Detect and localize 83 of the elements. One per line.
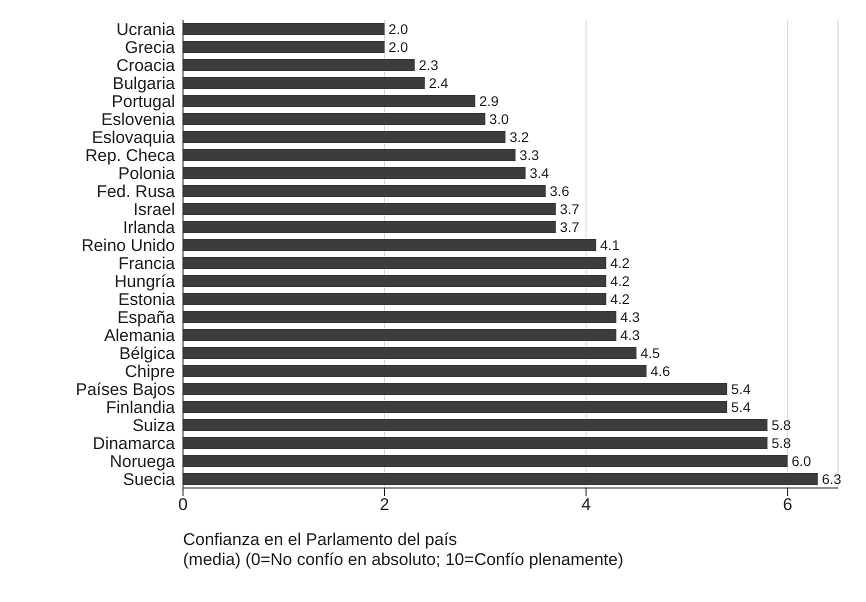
data-label: 4.3: [620, 326, 640, 343]
data-label: 3.7: [560, 218, 580, 235]
data-label: 4.3: [620, 308, 640, 325]
bar: [183, 401, 728, 413]
bar: [183, 95, 476, 107]
x-axis-title: Confianza en el Parlamento del país (media) (0=No confío en absoluto; 10=Confío plenamente): [183, 530, 624, 570]
data-label: 2.9: [479, 92, 499, 109]
y-tick-label: Países Bajos: [76, 380, 175, 400]
data-label: 4.2: [610, 254, 630, 271]
data-label: 2.3: [418, 56, 438, 73]
y-tick-label: Portugal: [112, 92, 175, 112]
bar: [183, 185, 546, 197]
bar: [183, 203, 556, 215]
x-tick-label: 2: [380, 495, 390, 514]
data-label: 6.3: [822, 470, 842, 487]
data-label: 4.2: [610, 290, 630, 307]
data-label: 4.5: [640, 344, 660, 361]
y-tick-label: Estonia: [118, 290, 176, 310]
data-label: 2.0: [388, 20, 408, 37]
bar: [183, 419, 768, 431]
bar: [183, 455, 788, 467]
data-label: 3.0: [489, 110, 509, 127]
bar: [183, 383, 728, 395]
data-label: 5.4: [731, 398, 751, 415]
bar: [183, 77, 425, 89]
y-tick-label: Suecia: [123, 470, 176, 490]
y-tick-label: Francia: [118, 254, 176, 274]
data-label: 3.3: [520, 146, 540, 163]
y-tick-label: Reino Unido: [81, 236, 175, 256]
bar: [183, 239, 596, 251]
y-tick-label: Chipre: [124, 362, 175, 382]
bar: [183, 311, 616, 323]
x-tick-label: 4: [581, 495, 591, 514]
y-tick-label: Eslovenia: [101, 110, 176, 130]
y-tick-label: Bulgaria: [112, 74, 176, 94]
y-tick-label: Irlanda: [123, 218, 176, 238]
bar: [183, 365, 647, 377]
y-tick-label: Alemania: [104, 326, 176, 346]
data-label: 2.4: [428, 74, 449, 91]
bar: [183, 437, 768, 449]
data-label: 6.0: [792, 452, 812, 469]
y-tick-label: Noruega: [110, 452, 176, 472]
bar: [183, 257, 606, 269]
bar: [183, 23, 385, 35]
y-tick-label: Eslovaquia: [92, 128, 176, 148]
data-label: 2.0: [388, 38, 408, 55]
y-tick-label: Ucrania: [116, 20, 176, 40]
bar: [183, 167, 526, 179]
bar: [183, 473, 818, 485]
bar: [183, 149, 516, 161]
data-label: 5.8: [771, 416, 792, 433]
data-label: 3.6: [550, 182, 570, 199]
bar: [183, 329, 616, 341]
bar: [183, 131, 506, 143]
y-tick-label: Croacia: [116, 56, 176, 76]
bar: [183, 221, 556, 233]
bar: [183, 113, 486, 125]
data-label: 3.2: [509, 128, 530, 145]
bar: [183, 59, 415, 71]
bar: [183, 347, 636, 359]
y-tick-label: Grecia: [124, 38, 176, 58]
y-tick-label: Fed. Rusa: [96, 182, 176, 202]
y-tick-label: España: [117, 308, 176, 328]
y-tick-label: Rep. Checa: [85, 146, 176, 166]
bar: [183, 41, 385, 53]
y-tick-label: Israel: [133, 200, 175, 220]
data-label: 3.4: [530, 164, 550, 181]
y-tick-label: Bélgica: [119, 344, 176, 364]
bar: [183, 293, 606, 305]
y-tick-label: Polonia: [118, 164, 176, 184]
data-label: 4.2: [610, 272, 630, 289]
y-tick-label: Suiza: [132, 416, 176, 436]
x-tick-label: 0: [178, 495, 188, 514]
y-tick-label: Dinamarca: [92, 434, 176, 454]
data-label: 4.6: [650, 362, 670, 379]
data-label: 3.7: [560, 200, 580, 217]
data-label: 4.1: [600, 236, 620, 253]
data-label: 5.8: [771, 434, 792, 451]
data-label: 5.4: [731, 380, 751, 397]
x-tick-label: 6: [782, 495, 792, 514]
bar: [183, 275, 606, 287]
y-tick-label: Finlandia: [106, 398, 176, 418]
y-tick-label: Hungría: [114, 272, 176, 292]
